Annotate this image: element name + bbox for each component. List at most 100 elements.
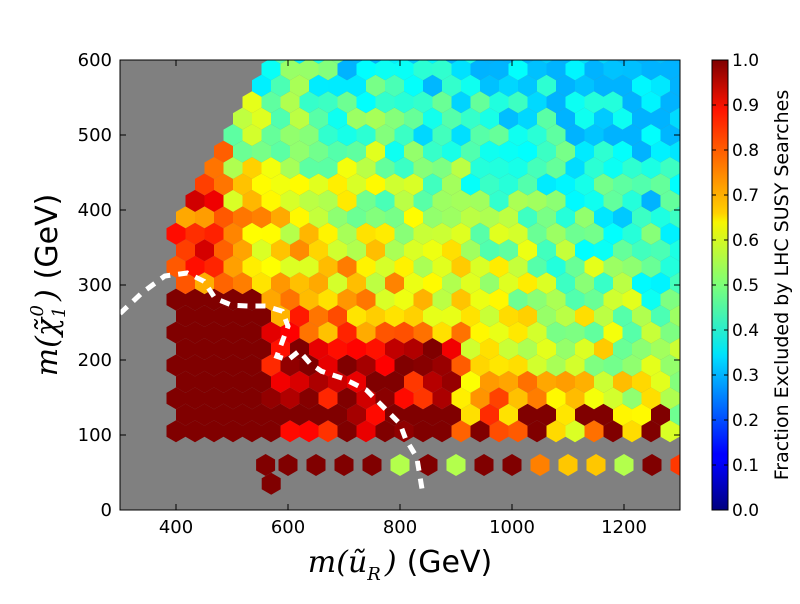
hex-cell: [214, 206, 233, 229]
hex-cell: [556, 107, 575, 130]
hex-cell: [233, 173, 252, 196]
hex-cell: [603, 222, 623, 245]
hex-cell: [328, 272, 347, 295]
hex-cell: [242, 222, 262, 245]
hex-cell: [461, 305, 480, 327]
hex-cell: [337, 288, 357, 311]
hex-cell: [622, 157, 642, 179]
hex-cell: [470, 91, 490, 114]
hex-cell: [527, 354, 547, 377]
hex-cell: [470, 157, 490, 179]
hex-cell: [299, 91, 319, 114]
hex-cell: [356, 124, 376, 146]
hex-cell: [261, 255, 281, 278]
hex-cell: [451, 222, 471, 245]
hex-cell: [672, 60, 680, 64]
hex-cell: [423, 305, 442, 327]
hex-cell: [461, 272, 480, 295]
hex-cell: [451, 387, 471, 410]
hex-cell: [565, 124, 585, 146]
hex-cell: [413, 60, 433, 81]
hex-cell: [480, 173, 499, 196]
hex-cell: [404, 140, 423, 163]
hex-cell: [653, 60, 668, 64]
hex-cell: [660, 387, 680, 410]
hex-cell: [556, 206, 575, 229]
hex-cell: [622, 222, 642, 245]
hex-cell: [489, 60, 509, 81]
hex-cell: [518, 206, 537, 229]
hex-cell: [470, 288, 490, 311]
hex-cell: [233, 338, 252, 360]
hex-cell: [252, 206, 271, 229]
hex-cell: [556, 239, 575, 262]
hex-cell: [499, 173, 518, 196]
colorbar-tick-label: 0.4: [732, 321, 759, 341]
hex-cell: [603, 124, 623, 146]
hex-cell: [233, 239, 252, 262]
hex-cell: [356, 420, 376, 443]
y-tick-label: 200: [78, 350, 112, 371]
hex-cell: [394, 255, 414, 278]
hex-cell: [670, 370, 680, 393]
hex-cell: [337, 124, 357, 146]
hex-cell: [280, 420, 300, 443]
hex-cell: [425, 60, 440, 64]
hex-cell: [404, 173, 423, 196]
hex-cell: [185, 321, 205, 344]
hex-cell: [318, 288, 338, 311]
hex-cell: [404, 272, 423, 295]
hex-cell: [432, 60, 452, 81]
hex-cell: [299, 288, 319, 311]
hex-cell: [214, 272, 233, 295]
hex-cell: [356, 60, 376, 81]
hex-cell: [271, 206, 290, 229]
hex-cell: [356, 255, 376, 278]
hex-cell: [489, 255, 509, 278]
hex-cell: [499, 74, 518, 97]
hex-cell: [518, 74, 537, 97]
hex-cell: [261, 91, 281, 114]
hex-cell: [651, 140, 670, 163]
hex-cell: [575, 305, 594, 327]
hex-cell: [442, 173, 461, 196]
hex-cell: [299, 60, 319, 81]
hex-cell: [565, 157, 585, 179]
hex-cell: [413, 222, 433, 245]
hex-cell: [261, 354, 281, 377]
hex-cell: [261, 387, 281, 410]
hex-cell: [318, 91, 338, 114]
hex-cell: [318, 222, 338, 245]
hex-cell: [565, 255, 585, 278]
hex-cell: [423, 74, 442, 97]
hex-cell: [489, 222, 509, 245]
hex-cell: [508, 157, 528, 179]
hex-cell: [394, 222, 414, 245]
hex-cell: [613, 272, 632, 295]
hex-cell: [660, 189, 680, 212]
hex-cell: [394, 354, 414, 377]
hex-cell: [594, 403, 613, 426]
hex-cell: [394, 60, 414, 81]
hex-cell: [546, 60, 566, 81]
hex-cell: [413, 321, 433, 344]
hex-cell: [489, 157, 509, 179]
hex-cell: [176, 305, 195, 327]
hex-cell: [651, 74, 670, 97]
hex-cell: [596, 60, 611, 64]
hex-cell: [565, 387, 585, 410]
hex-cell: [508, 91, 528, 114]
x-tick-label: 400: [159, 517, 193, 538]
hex-cell: [385, 370, 404, 393]
hex-cell: [660, 288, 680, 311]
hex-cell: [271, 140, 290, 163]
hex-cell: [603, 189, 623, 212]
hex-cell: [508, 321, 528, 344]
hex-cell: [584, 387, 604, 410]
hex-cell: [594, 338, 613, 360]
hex-cell: [530, 454, 550, 476]
hex-cell: [328, 403, 347, 426]
hex-cell: [280, 387, 300, 410]
hex-cell: [614, 454, 634, 476]
hex-cell: [670, 272, 680, 295]
